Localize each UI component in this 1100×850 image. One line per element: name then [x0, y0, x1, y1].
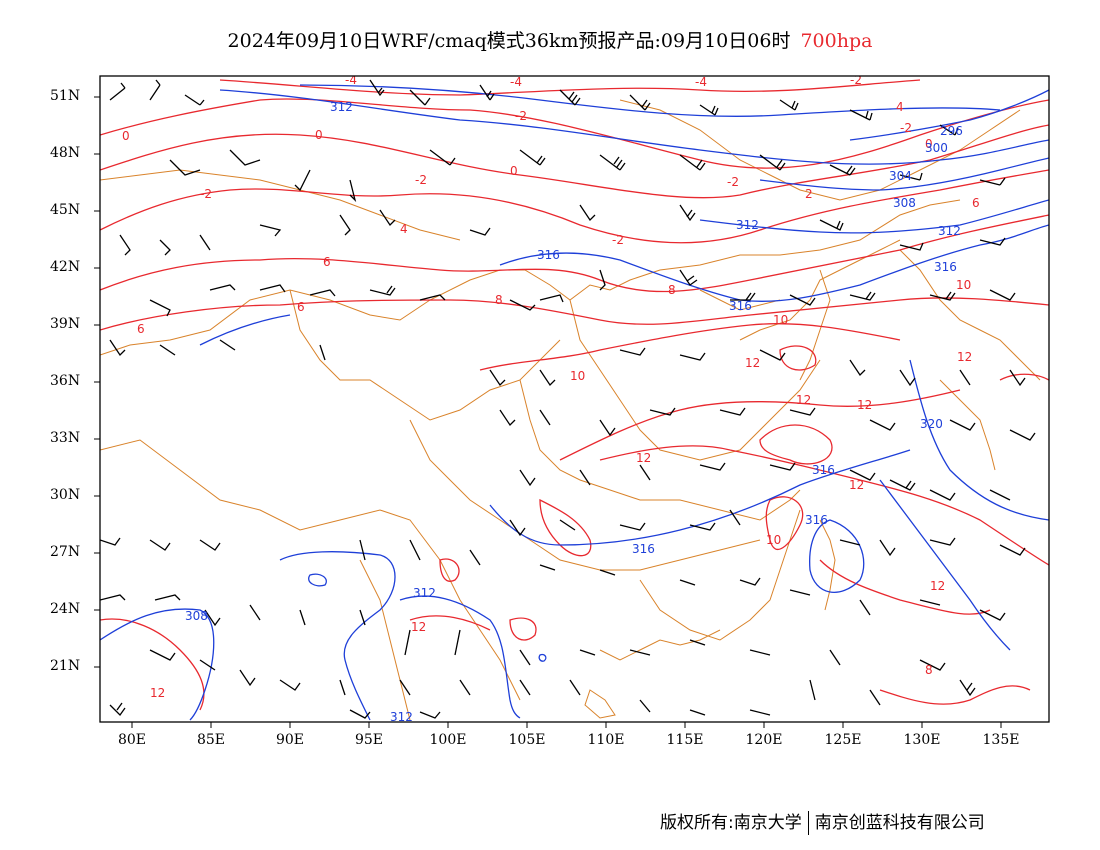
temperature-label: 4 [896, 100, 904, 114]
lat-label: 21N [50, 658, 81, 674]
title-text: 2024年09月10日WRF/cmaq模式36km预报产品:09月10日06时 [227, 30, 791, 52]
lon-ticks [131, 722, 1002, 728]
temperature-label: 12 [849, 478, 864, 492]
lat-ticks [94, 96, 100, 668]
lon-label: 125E [824, 732, 862, 748]
lon-label: 95E [354, 732, 384, 748]
temperature-label: -4 [510, 75, 522, 89]
temperature-isotherms [100, 79, 1049, 711]
height-label: 312 [938, 224, 961, 238]
temperature-label: 8 [495, 293, 503, 307]
height-label: 296 [940, 124, 963, 138]
height-label: 316 [812, 463, 835, 477]
temperature-label: 12 [745, 356, 760, 370]
lat-label: 33N [50, 430, 81, 446]
temperature-label: 6 [297, 300, 305, 314]
height-label: 308 [893, 196, 916, 210]
height-label: 312 [736, 218, 759, 232]
temperature-label: 12 [857, 398, 872, 412]
lat-label: 39N [50, 316, 81, 332]
height-label: 312 [413, 586, 436, 600]
temperature-label: 12 [796, 393, 811, 407]
temperature-label: 6 [323, 255, 331, 269]
temperature-label: 8 [925, 663, 933, 677]
temperature-label: 12 [636, 451, 651, 465]
temperature-label: 0 [925, 137, 933, 151]
lon-label: 120E [745, 732, 783, 748]
lon-label: 105E [508, 732, 546, 748]
temperature-label: -4 [695, 75, 707, 89]
temperature-label: 0 [510, 164, 518, 178]
temperature-label: 8 [668, 283, 676, 297]
lon-label: 110E [587, 732, 625, 748]
pressure-level: 700hpa [800, 30, 873, 52]
temperature-label: 12 [930, 579, 945, 593]
height-label: 312 [330, 100, 353, 114]
temperature-label: 12 [957, 350, 972, 364]
height-label: 320 [920, 417, 943, 431]
height-label: 316 [934, 260, 957, 274]
lat-label: 24N [50, 601, 81, 617]
lon-label: 90E [275, 732, 305, 748]
footer-divider [807, 811, 809, 835]
temperature-label: 6 [137, 322, 145, 336]
wind-barbs [100, 79, 1036, 719]
height-label: 316 [632, 542, 655, 556]
lon-label: 100E [429, 732, 467, 748]
copyright-company: 南京创蓝科技有限公司 [814, 813, 985, 833]
temperature-label: -2 [850, 73, 862, 87]
temperature-label: 0 [122, 129, 130, 143]
lat-label: 27N [50, 544, 81, 560]
lon-label: 80E [117, 732, 147, 748]
chart-title: 2024年09月10日WRF/cmaq模式36km预报产品:09月10日06时 7… [0, 26, 1100, 53]
temperature-label: 10 [773, 313, 788, 327]
temperature-label: 4 [400, 222, 408, 236]
temperature-label: -4 [345, 73, 357, 87]
height-label: 316 [805, 513, 828, 527]
height-label: 308 [185, 609, 208, 623]
temperature-label: 0 [315, 128, 323, 142]
temperature-label: 12 [150, 686, 165, 700]
lon-label: 135E [982, 732, 1020, 748]
lat-label: 45N [50, 202, 81, 218]
lat-label: 36N [50, 373, 81, 389]
temperature-label: 12 [411, 620, 426, 634]
height-label: 312 [390, 710, 413, 724]
lon-label: 130E [903, 732, 941, 748]
copyright-owner: 版权所有:南京大学 [660, 813, 802, 833]
height-label: 304 [889, 169, 912, 183]
temperature-label: 6 [972, 196, 980, 210]
temperature-label: -2 [727, 175, 739, 189]
temperature-label: 2 [805, 187, 813, 201]
lon-label: 85E [196, 732, 226, 748]
temperature-labels: -4 -4 -4 -2 -2 0 0 0 0 -2 -2 -2 -2 4 4 -… [122, 73, 980, 700]
height-labels: 312 316 312 296 300 304 308 312 316 316 … [185, 100, 963, 724]
height-label: 300 [925, 141, 948, 155]
temperature-label: -2 [515, 109, 527, 123]
height-label: 316 [729, 299, 752, 313]
lat-label: 48N [50, 145, 81, 161]
province-boundaries [100, 99, 1041, 721]
lat-label: 30N [50, 487, 81, 503]
temperature-label: 10 [766, 533, 781, 547]
temperature-label: 10 [956, 278, 971, 292]
map-frame [99, 75, 1050, 723]
temperature-label: 10 [570, 369, 585, 383]
temperature-label: -2 [415, 173, 427, 187]
temperature-label: -2 [200, 187, 212, 201]
lon-label: 115E [666, 732, 704, 748]
height-label: 316 [537, 248, 560, 262]
lat-label: 51N [50, 88, 81, 104]
lat-label: 42N [50, 259, 81, 275]
copyright-footer: 版权所有:南京大学 南京创蓝科技有限公司 [660, 808, 985, 835]
geopotential-height-contours [100, 84, 1049, 721]
temperature-label: -2 [612, 233, 624, 247]
temperature-label: -2 [900, 121, 912, 135]
